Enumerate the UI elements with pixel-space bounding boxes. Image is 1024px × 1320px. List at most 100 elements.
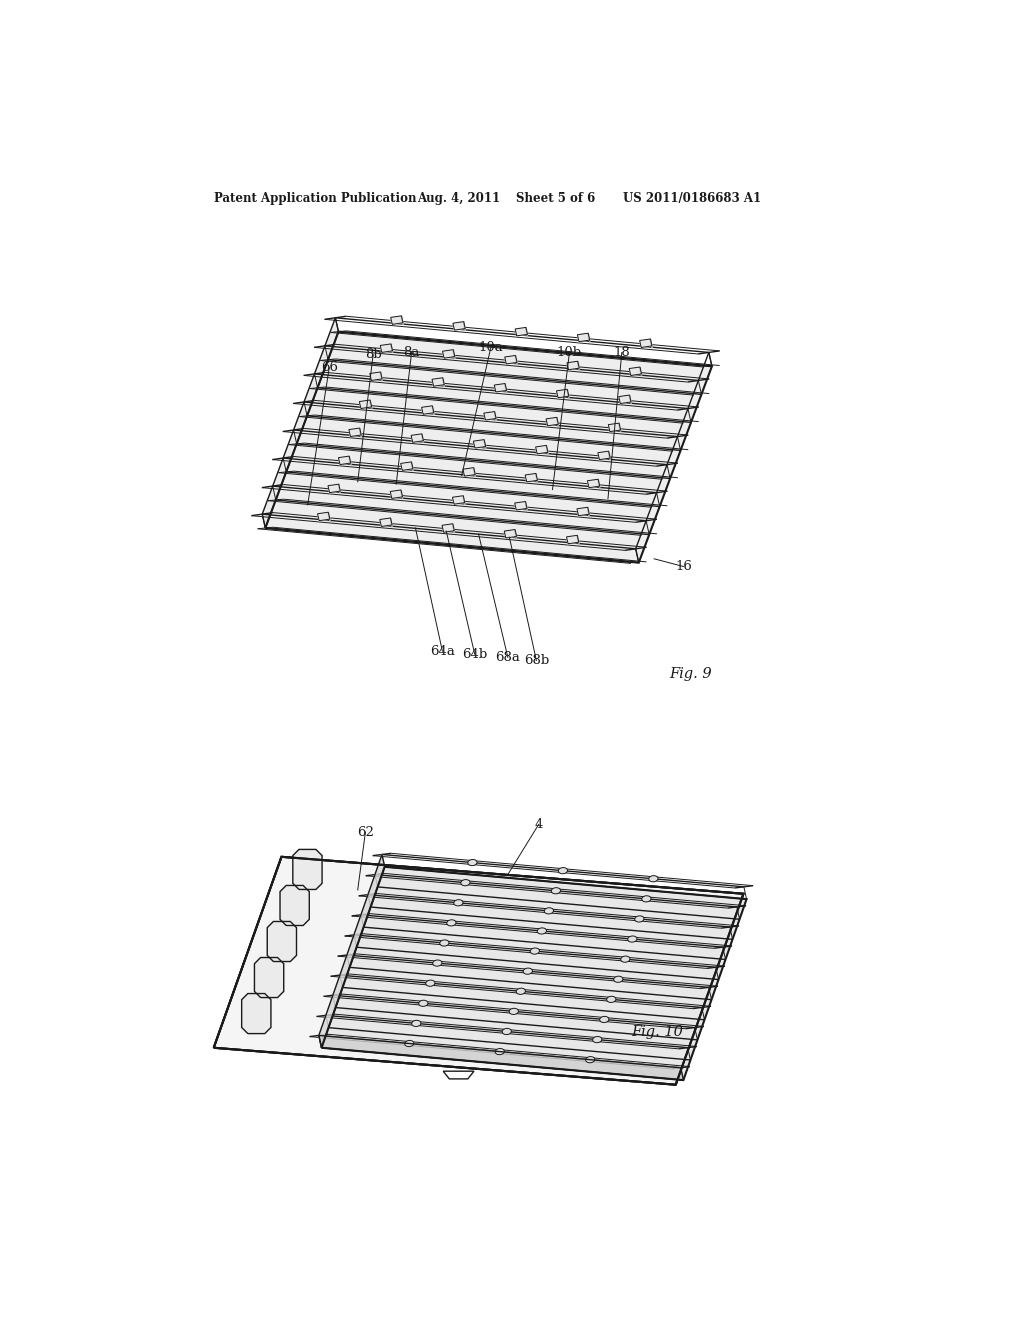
- Ellipse shape: [454, 900, 463, 906]
- Polygon shape: [391, 345, 392, 354]
- Polygon shape: [473, 440, 485, 447]
- Polygon shape: [293, 850, 323, 890]
- Polygon shape: [329, 512, 330, 521]
- Ellipse shape: [628, 936, 637, 942]
- Polygon shape: [380, 517, 392, 527]
- Polygon shape: [390, 517, 392, 527]
- Text: 16: 16: [675, 560, 692, 573]
- Ellipse shape: [545, 908, 554, 913]
- Polygon shape: [411, 434, 424, 442]
- Polygon shape: [432, 378, 444, 387]
- Polygon shape: [515, 529, 516, 539]
- Polygon shape: [378, 867, 746, 919]
- Polygon shape: [453, 496, 465, 504]
- Polygon shape: [370, 400, 372, 409]
- Polygon shape: [567, 362, 580, 370]
- Text: 66: 66: [321, 362, 338, 375]
- Polygon shape: [349, 457, 351, 466]
- Text: Fig. 10: Fig. 10: [631, 1026, 683, 1039]
- Ellipse shape: [502, 1028, 511, 1035]
- Polygon shape: [329, 1007, 697, 1060]
- Text: US 2011/0186683 A1: US 2011/0186683 A1: [624, 191, 762, 205]
- Polygon shape: [262, 318, 339, 528]
- Polygon shape: [370, 372, 382, 380]
- Ellipse shape: [586, 1056, 595, 1063]
- Ellipse shape: [468, 859, 477, 866]
- Polygon shape: [464, 322, 465, 331]
- Polygon shape: [525, 474, 538, 482]
- Polygon shape: [640, 367, 641, 376]
- Ellipse shape: [558, 867, 567, 874]
- Polygon shape: [287, 444, 670, 507]
- Polygon shape: [280, 886, 309, 925]
- Polygon shape: [356, 927, 726, 979]
- Polygon shape: [566, 536, 579, 544]
- Polygon shape: [504, 529, 516, 539]
- Ellipse shape: [621, 956, 630, 962]
- Ellipse shape: [635, 916, 644, 923]
- Ellipse shape: [461, 879, 470, 886]
- Polygon shape: [442, 524, 455, 532]
- Polygon shape: [322, 1028, 690, 1080]
- Polygon shape: [390, 490, 402, 499]
- Polygon shape: [515, 355, 517, 364]
- Polygon shape: [336, 987, 705, 1040]
- Polygon shape: [515, 327, 527, 335]
- Polygon shape: [349, 428, 361, 437]
- Polygon shape: [567, 389, 569, 399]
- Text: 8a: 8a: [403, 346, 420, 359]
- Polygon shape: [432, 405, 434, 414]
- Polygon shape: [620, 424, 621, 433]
- Polygon shape: [598, 451, 610, 459]
- Text: 64a: 64a: [430, 644, 455, 657]
- Polygon shape: [526, 327, 527, 337]
- Polygon shape: [495, 412, 497, 421]
- Polygon shape: [629, 367, 641, 375]
- Ellipse shape: [523, 968, 532, 974]
- Polygon shape: [618, 395, 631, 404]
- Ellipse shape: [530, 948, 540, 954]
- Polygon shape: [265, 500, 649, 562]
- Polygon shape: [328, 484, 340, 492]
- Polygon shape: [380, 345, 392, 352]
- Text: Sheet 5 of 6: Sheet 5 of 6: [515, 191, 595, 205]
- Ellipse shape: [551, 887, 560, 894]
- Polygon shape: [578, 333, 590, 342]
- Polygon shape: [267, 921, 297, 961]
- Polygon shape: [339, 484, 340, 494]
- Polygon shape: [495, 384, 507, 392]
- Text: 64b: 64b: [462, 648, 487, 661]
- Polygon shape: [328, 331, 712, 395]
- Polygon shape: [422, 434, 424, 444]
- Polygon shape: [536, 474, 538, 483]
- Polygon shape: [422, 405, 434, 414]
- Ellipse shape: [509, 1008, 518, 1015]
- Polygon shape: [401, 315, 403, 325]
- Polygon shape: [515, 502, 527, 510]
- Polygon shape: [307, 388, 691, 450]
- Polygon shape: [254, 957, 284, 998]
- Polygon shape: [525, 502, 527, 511]
- Polygon shape: [242, 994, 271, 1034]
- Polygon shape: [359, 400, 372, 408]
- Polygon shape: [339, 457, 351, 465]
- Text: Patent Application Publication: Patent Application Publication: [214, 191, 416, 205]
- Text: 62: 62: [357, 825, 374, 838]
- Ellipse shape: [412, 1020, 421, 1027]
- Polygon shape: [364, 907, 732, 960]
- Text: 8b: 8b: [365, 348, 382, 362]
- Polygon shape: [578, 536, 579, 545]
- Polygon shape: [483, 412, 497, 420]
- Ellipse shape: [642, 896, 651, 902]
- Polygon shape: [505, 384, 507, 393]
- Polygon shape: [640, 339, 652, 347]
- Polygon shape: [546, 417, 558, 426]
- Ellipse shape: [496, 1048, 505, 1055]
- Ellipse shape: [593, 1036, 602, 1043]
- Text: 68b: 68b: [523, 653, 549, 667]
- Polygon shape: [349, 948, 719, 999]
- Ellipse shape: [516, 989, 525, 994]
- Text: 4: 4: [535, 818, 543, 832]
- Ellipse shape: [419, 1001, 428, 1006]
- Ellipse shape: [538, 928, 547, 935]
